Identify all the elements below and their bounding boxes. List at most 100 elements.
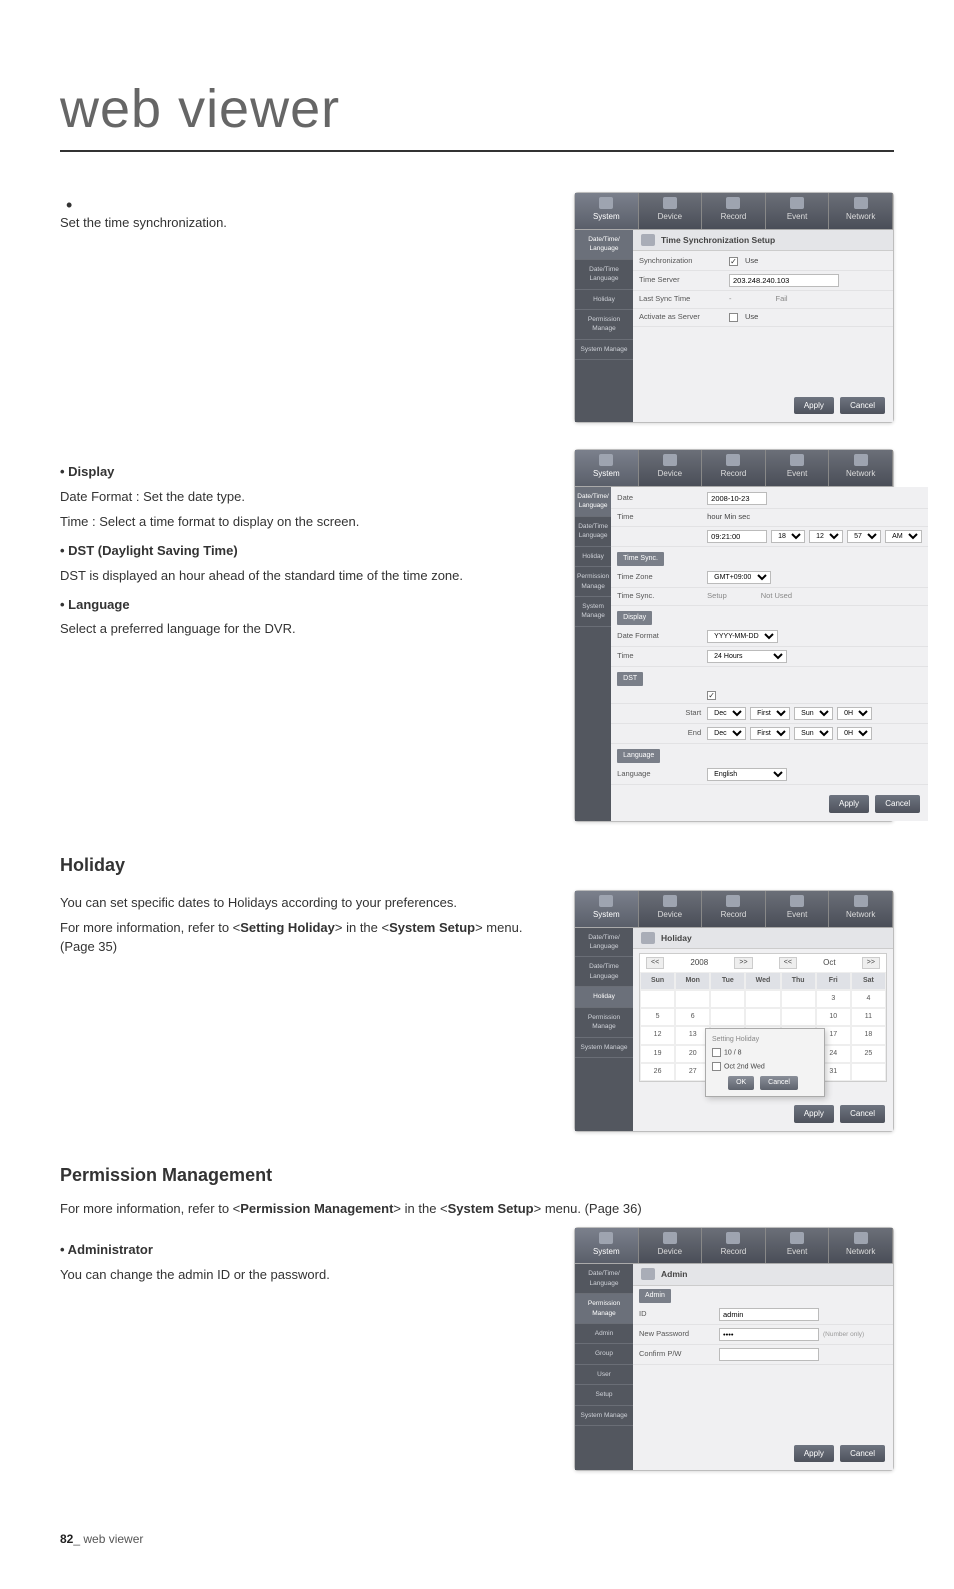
dst-start-month[interactable]: Dec <box>707 707 746 720</box>
cancel-button[interactable]: Cancel <box>840 397 885 415</box>
cancel-button[interactable]: Cancel <box>840 1105 885 1123</box>
timesync-label: Time Sync. <box>617 591 707 602</box>
apply-button[interactable]: Apply <box>829 795 869 813</box>
time-input[interactable] <box>707 530 767 543</box>
ampm-select[interactable]: AM <box>885 530 922 543</box>
tab-event[interactable]: Event <box>766 193 830 229</box>
sidebar-holiday[interactable]: Holiday <box>575 987 633 1007</box>
cancel-button[interactable]: Cancel <box>875 795 920 813</box>
sidebar-user[interactable]: User <box>575 1365 633 1385</box>
sidebar-permission[interactable]: Permission Manage <box>575 567 611 597</box>
min-select[interactable]: 12 <box>809 530 843 543</box>
bullet: • <box>66 196 546 214</box>
tab-network[interactable]: Network <box>829 1228 893 1264</box>
tab-event[interactable]: Event <box>766 1228 830 1264</box>
tab-network[interactable]: Network <box>829 450 893 486</box>
sidebar-permission[interactable]: Permission Manage <box>575 1008 633 1038</box>
dst-end-hour[interactable]: 0H <box>837 727 872 740</box>
tab-network[interactable]: Network <box>829 891 893 927</box>
year-next[interactable]: >> <box>734 957 752 969</box>
tab-system[interactable]: System <box>575 891 639 927</box>
timeserver-input[interactable] <box>729 274 839 287</box>
popup-check1[interactable] <box>712 1048 721 1057</box>
confirm-password-input[interactable] <box>719 1348 819 1361</box>
month-prev[interactable]: << <box>779 957 797 969</box>
device-icon <box>663 454 677 466</box>
sidebar-datetime-lang[interactable]: Date/Time/ Language <box>575 1264 633 1294</box>
date-input[interactable] <box>707 492 767 505</box>
popup-check2[interactable] <box>712 1062 721 1071</box>
apply-button[interactable]: Apply <box>794 397 834 415</box>
sidebar-datetime-lang[interactable]: Date/Time/ Language <box>575 928 633 958</box>
event-icon <box>790 1232 804 1244</box>
sidebar-system-manage[interactable]: System Manage <box>575 340 633 360</box>
id-input[interactable] <box>719 1308 819 1321</box>
popup-ok-button[interactable]: OK <box>728 1076 754 1090</box>
system-icon <box>599 197 613 209</box>
sec-select[interactable]: 57 <box>847 530 881 543</box>
month-next[interactable]: >> <box>862 957 880 969</box>
device-icon <box>663 895 677 907</box>
dst-start-day[interactable]: Sun <box>794 707 833 720</box>
activate-server-checkbox[interactable] <box>729 313 738 322</box>
popup-cancel-button[interactable]: Cancel <box>760 1076 798 1090</box>
sidebar-system-manage[interactable]: System Manage <box>575 1406 633 1426</box>
tab-record[interactable]: Record <box>702 450 766 486</box>
timeformat-select[interactable]: 24 Hours <box>707 650 787 663</box>
display-section: Display <box>617 611 652 625</box>
tab-record[interactable]: Record <box>702 1228 766 1264</box>
display-line2: Time : Select a time format to display o… <box>60 513 546 532</box>
dst-start-hour[interactable]: 0H <box>837 707 872 720</box>
cancel-button[interactable]: Cancel <box>840 1445 885 1463</box>
sidebar-setup[interactable]: Setup <box>575 1385 633 1405</box>
tab-device[interactable]: Device <box>639 193 703 229</box>
dst-end-month[interactable]: Dec <box>707 727 746 740</box>
sidebar-datetime[interactable]: Date/Time Language <box>575 260 633 290</box>
language-select[interactable]: English <box>707 768 787 781</box>
sidebar-group[interactable]: Group <box>575 1344 633 1364</box>
hour-select[interactable]: 18 <box>771 530 805 543</box>
apply-button[interactable]: Apply <box>794 1105 834 1123</box>
month-label: Oct <box>823 957 835 969</box>
sidebar-datetime[interactable]: Date/Time Language <box>575 957 633 987</box>
sidebar-admin[interactable]: Admin <box>575 1324 633 1344</box>
apply-button[interactable]: Apply <box>794 1445 834 1463</box>
sync-checkbox[interactable] <box>729 257 738 266</box>
device-icon <box>663 197 677 209</box>
tab-device[interactable]: Device <box>639 891 703 927</box>
tab-network[interactable]: Network <box>829 193 893 229</box>
tab-system[interactable]: System <box>575 193 639 229</box>
sidebar-datetime[interactable]: Date/Time Language <box>575 517 611 547</box>
new-password-label: New Password <box>639 1329 719 1340</box>
timesync-setup[interactable]: Setup <box>707 591 727 602</box>
sidebar-holiday[interactable]: Holiday <box>575 290 633 310</box>
sidebar-permission[interactable]: Permission Manage <box>575 1294 633 1324</box>
tab-record[interactable]: Record <box>702 193 766 229</box>
tab-device[interactable]: Device <box>639 450 703 486</box>
tab-system[interactable]: System <box>575 450 639 486</box>
dateformat-select[interactable]: YYYY-MM-DD <box>707 630 778 643</box>
holiday-popup: Setting Holiday 10 / 8 Oct 2nd Wed OK Ca… <box>705 1028 825 1097</box>
dst-end-day[interactable]: Sun <box>794 727 833 740</box>
system-icon <box>599 454 613 466</box>
dst-checkbox[interactable] <box>707 691 716 700</box>
timesync-status: Not Used <box>761 591 792 602</box>
dst-start-week[interactable]: First <box>750 707 790 720</box>
sidebar-datetime-lang[interactable]: Date/Time/ Language <box>575 487 611 517</box>
new-password-input[interactable] <box>719 1328 819 1341</box>
dst-end-week[interactable]: First <box>750 727 790 740</box>
tab-record[interactable]: Record <box>702 891 766 927</box>
tab-event[interactable]: Event <box>766 891 830 927</box>
event-icon <box>790 895 804 907</box>
sidebar-permission[interactable]: Permission Manage <box>575 310 633 340</box>
year-prev[interactable]: << <box>646 957 664 969</box>
sidebar-holiday[interactable]: Holiday <box>575 547 611 567</box>
tab-event[interactable]: Event <box>766 450 830 486</box>
sidebar-system-manage[interactable]: System Manage <box>575 1038 633 1058</box>
tab-system[interactable]: System <box>575 1228 639 1264</box>
tab-device[interactable]: Device <box>639 1228 703 1264</box>
sidebar-datetime-lang[interactable]: Date/Time/ Language <box>575 230 633 260</box>
sidebar-system-manage[interactable]: System Manage <box>575 597 611 627</box>
timezone-select[interactable]: GMT+09:00 <box>707 571 771 584</box>
dst-heading: • DST (Daylight Saving Time) <box>60 542 546 561</box>
